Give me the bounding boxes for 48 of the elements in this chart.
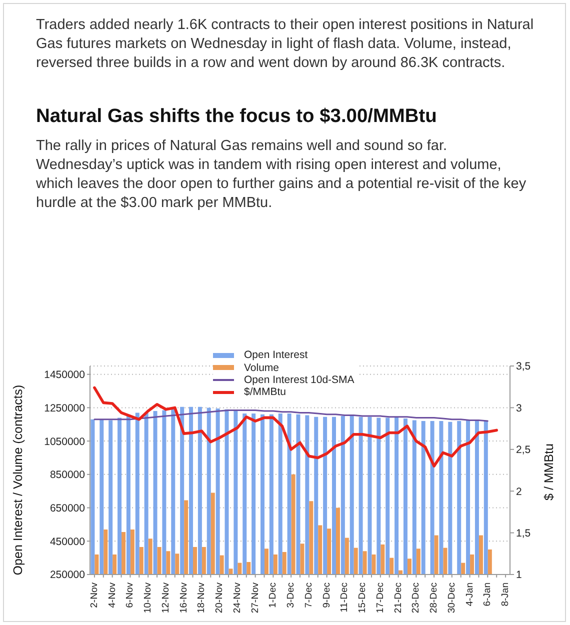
- y2-tick-label: 2: [516, 486, 522, 498]
- x-tick-label: 24-Nov: [232, 582, 243, 614]
- x-tick-label: 28-Dec: [428, 582, 440, 614]
- x-tick-label: 8-Jan: [500, 582, 512, 606]
- x-tick-label: 23-Dec: [410, 582, 422, 614]
- x-tick-label: 17-Dec: [374, 582, 386, 614]
- y2-tick-label: 1,5: [516, 528, 531, 540]
- legend-label: Volume: [244, 362, 280, 374]
- x-tick-label: 30-Dec: [446, 582, 458, 614]
- x-tick-label: 6-Nov: [124, 582, 136, 608]
- x-tick-label: 15-Dec: [357, 582, 368, 614]
- x-tick-label: 11-Dec: [339, 582, 350, 612]
- x-tick-label: 16-Nov: [178, 582, 190, 614]
- legend-label: Open Interest: [244, 349, 308, 362]
- chart-title: Natural Gas shifts the focus to $3.00/MMBtu: [36, 106, 437, 128]
- legend-label: $/MMBtu: [244, 386, 286, 398]
- x-tick-label: 20-Nov: [214, 582, 226, 614]
- x-tick-label: 10-Nov: [142, 582, 154, 614]
- x-tick-label: 6-Jan: [482, 582, 494, 606]
- y-tick-label: 650000: [50, 502, 86, 515]
- y2-tick-label: 3,5: [516, 360, 531, 373]
- y2-tick-label: 3: [516, 402, 522, 414]
- x-tick-label: 4-Nov: [106, 582, 118, 608]
- y-axis-title: Open Interest / Volume (contracts): [10, 384, 26, 578]
- x-tick-label: 4-Jan: [464, 582, 476, 606]
- x-tick-label: 7-Dec: [303, 582, 314, 608]
- x-tick-label: 2-Nov: [88, 582, 100, 608]
- x-tick-label: 18-Nov: [196, 582, 208, 614]
- y-tick-label: 1250000: [44, 402, 86, 414]
- y-tick-label: 850000: [50, 469, 86, 482]
- x-tick-label: 9-Dec: [321, 582, 332, 608]
- x-tick-label: 1-Dec: [268, 582, 279, 608]
- x-tick-label: 27-Nov: [250, 582, 261, 614]
- line-series: [94, 409, 488, 422]
- chart-subtitle: The rally in prices of Natural Gas remains well and sound so far. Wednesday’s uptick was in tandem with rising open interest and volume, which leaves the door open to further gains and a potential re-visit of the key hurdle at the $3.00 mark per MMBtu.: [36, 137, 528, 213]
- x-tick-label: 21-Dec: [392, 582, 404, 614]
- legend-label: Open Interest 10d-SMA: [244, 374, 354, 386]
- y2-tick-label: 2,5: [516, 444, 531, 456]
- y2-tick-label: 1: [516, 569, 522, 582]
- line-series: [93, 386, 498, 468]
- y-tick-label: 1450000: [44, 369, 86, 382]
- y2-axis-title: $ / MMBtu: [541, 442, 557, 502]
- y-tick-label: 250000: [50, 569, 86, 582]
- x-tick-label: 12-Nov: [160, 582, 172, 614]
- y-tick-label: 1050000: [44, 436, 86, 448]
- x-tick-label: 3-Dec: [286, 582, 297, 608]
- y-tick-label: 450000: [50, 536, 86, 548]
- text: Traders added nearly 1.6K contracts to their open interest positions in Natural Gas futures markets on Wednesday in light of flash data. Volume, instead, reversed three builds in a row and went down by around 86.3K contracts.: [36, 16, 535, 73]
